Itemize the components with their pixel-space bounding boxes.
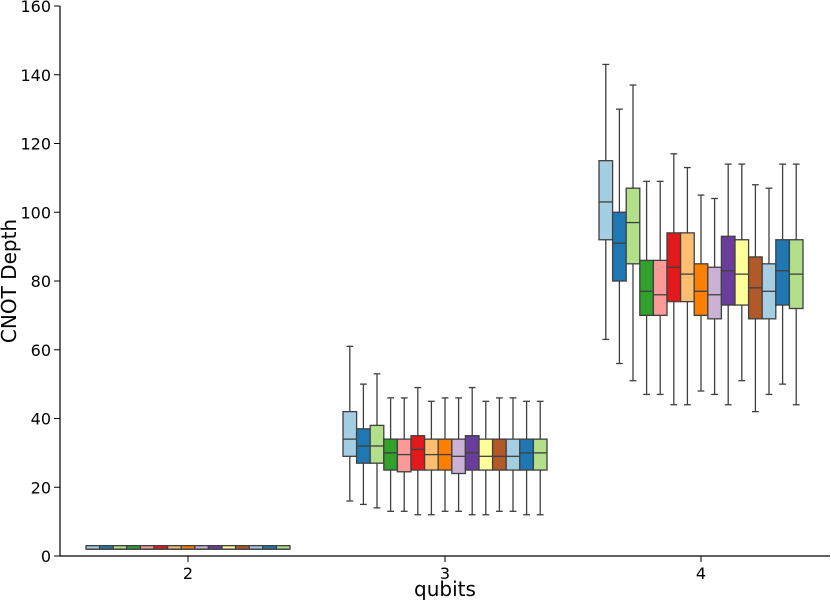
box-body	[775, 239, 791, 306]
box-body	[679, 232, 695, 303]
box-2-7	[166, 545, 182, 550]
box-3-12	[491, 397, 507, 512]
box-4-6	[666, 153, 682, 406]
box-body	[532, 438, 548, 471]
x-axis-label: qubits	[414, 577, 476, 600]
box-body	[639, 259, 655, 317]
box-body	[625, 187, 641, 265]
box-4-4	[639, 180, 655, 396]
box-4-10	[720, 163, 736, 406]
box-4-8	[693, 194, 709, 392]
box-body	[505, 438, 521, 471]
box-3-11	[478, 400, 494, 516]
y-tick-label: 20	[31, 478, 51, 497]
box-2-10	[207, 545, 223, 550]
box-3-9	[451, 397, 467, 512]
x-ticks: 2 3 4	[183, 556, 706, 583]
box-body	[611, 211, 627, 282]
box-2-4	[126, 545, 142, 550]
box-body	[707, 266, 723, 320]
box-3-2	[355, 383, 371, 506]
box-3-10	[464, 386, 480, 516]
box-3-15	[532, 400, 548, 516]
box-2-14	[262, 545, 278, 550]
box-body	[652, 259, 668, 317]
y-tick-label: 160	[20, 0, 51, 16]
box-body	[410, 435, 426, 471]
box-2-15	[275, 545, 291, 550]
y-tick-label: 140	[20, 66, 51, 85]
x-tick-label: 2	[183, 564, 193, 583]
box-4-15	[788, 163, 804, 406]
box-4-14	[775, 163, 791, 385]
y-tick-label: 80	[31, 272, 51, 291]
box-4-5	[652, 180, 668, 396]
box-4-3	[625, 84, 641, 382]
box-2-5	[139, 545, 155, 550]
box-3-4	[383, 397, 399, 512]
box-2-3	[112, 545, 128, 550]
box-2-13	[248, 545, 264, 550]
box-4-12	[747, 184, 763, 413]
box-3-14	[519, 400, 535, 516]
box-4-9	[707, 197, 723, 396]
box-2-9	[194, 545, 210, 550]
y-tick-label: 0	[41, 547, 51, 566]
box-2-6	[153, 545, 169, 550]
box-body	[734, 239, 750, 306]
box-4-13	[761, 187, 777, 396]
box-body	[491, 438, 507, 471]
y-ticks: 0 20 40 60 80 100 120 140 160	[20, 0, 60, 566]
box-body	[369, 424, 385, 464]
box-2-11	[221, 545, 237, 550]
boxes-layer	[85, 63, 804, 550]
box-2-12	[234, 545, 250, 550]
box-body	[693, 263, 709, 317]
box-3-5	[396, 397, 412, 512]
box-body	[342, 410, 358, 457]
box-3-8	[437, 397, 453, 512]
box-4-7	[679, 166, 695, 406]
box-2-2	[98, 545, 114, 550]
box-3-3	[369, 373, 385, 509]
box-3-7	[423, 400, 439, 516]
y-tick-label: 120	[20, 135, 51, 154]
box-4-11	[734, 163, 750, 382]
y-tick-label: 40	[31, 410, 51, 429]
x-tick-label: 4	[696, 564, 706, 583]
box-3-1	[342, 345, 358, 502]
box-body	[396, 438, 412, 473]
box-body	[383, 438, 399, 471]
box-body	[478, 438, 494, 471]
y-tick-label: 60	[31, 341, 51, 360]
x-tick-label: 3	[440, 564, 450, 583]
box-4-1	[598, 63, 614, 341]
y-axis-label: CNOT Depth	[0, 219, 21, 343]
box-3-6	[410, 386, 426, 516]
box-4-2	[611, 108, 627, 365]
box-2-8	[180, 545, 196, 550]
box-body	[519, 438, 535, 471]
box-2-1	[85, 545, 101, 550]
y-tick-label: 100	[20, 203, 51, 222]
box-body	[598, 160, 614, 241]
box-3-13	[505, 397, 521, 512]
